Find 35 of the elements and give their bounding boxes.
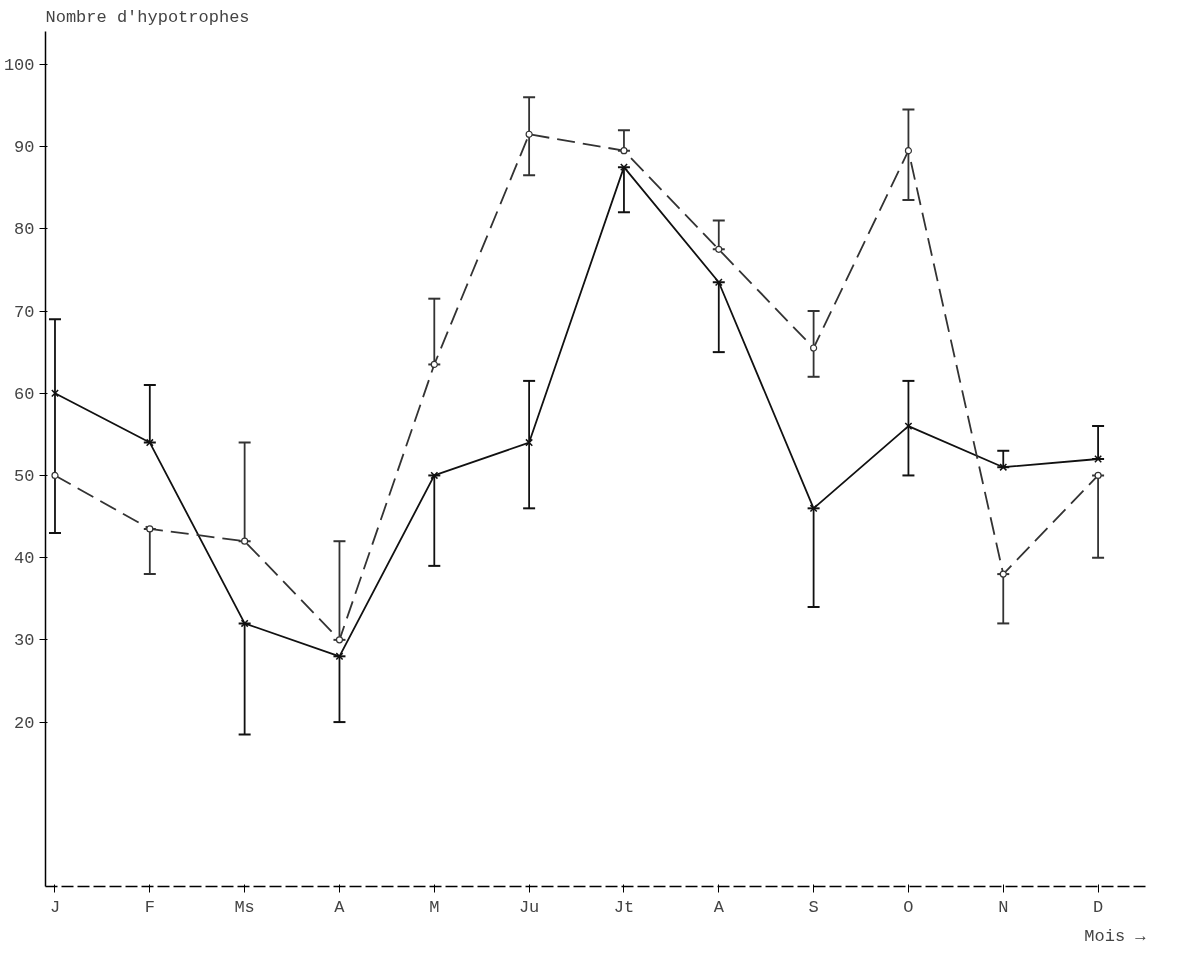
point — [810, 344, 818, 352]
point — [241, 537, 249, 545]
point — [999, 570, 1007, 578]
x-tick-label: Ms — [234, 897, 255, 917]
y-tick-label: 50 — [14, 466, 35, 486]
y-tick-label: 40 — [14, 549, 35, 569]
x-tick-label: Jt — [613, 897, 635, 917]
x-tick-label: F — [144, 897, 155, 917]
x-tick-label: D — [1092, 897, 1104, 917]
y-tick-label: 60 — [14, 384, 35, 404]
x-tick-label: A — [713, 897, 725, 917]
x-tick-label: A — [334, 897, 346, 917]
y-tick-label: 30 — [14, 631, 35, 651]
y-tick-label: 100 — [3, 55, 35, 75]
x-axis-title: Mois → — [1084, 926, 1147, 946]
x-tick-label: J — [49, 897, 61, 917]
y-axis-title: Nombre d'hypotrophes — [45, 7, 250, 27]
y-tick-label: 80 — [14, 220, 35, 240]
point — [620, 147, 628, 155]
point — [430, 360, 438, 369]
point — [525, 130, 533, 138]
x-tick-label: N — [998, 897, 1009, 917]
x-tick-label: O — [903, 897, 914, 917]
x-tick-label: Ju — [518, 897, 540, 917]
y-tick-label: 90 — [14, 138, 35, 158]
point — [146, 525, 154, 533]
y-tick-label: 20 — [14, 713, 35, 733]
x-tick-label: S — [808, 897, 819, 917]
point — [51, 389, 59, 398]
y-tick-label: 70 — [14, 302, 35, 322]
point — [51, 471, 59, 480]
point — [1094, 471, 1102, 480]
point — [904, 147, 913, 155]
x-tick-label: M — [429, 897, 440, 917]
point — [715, 245, 723, 253]
